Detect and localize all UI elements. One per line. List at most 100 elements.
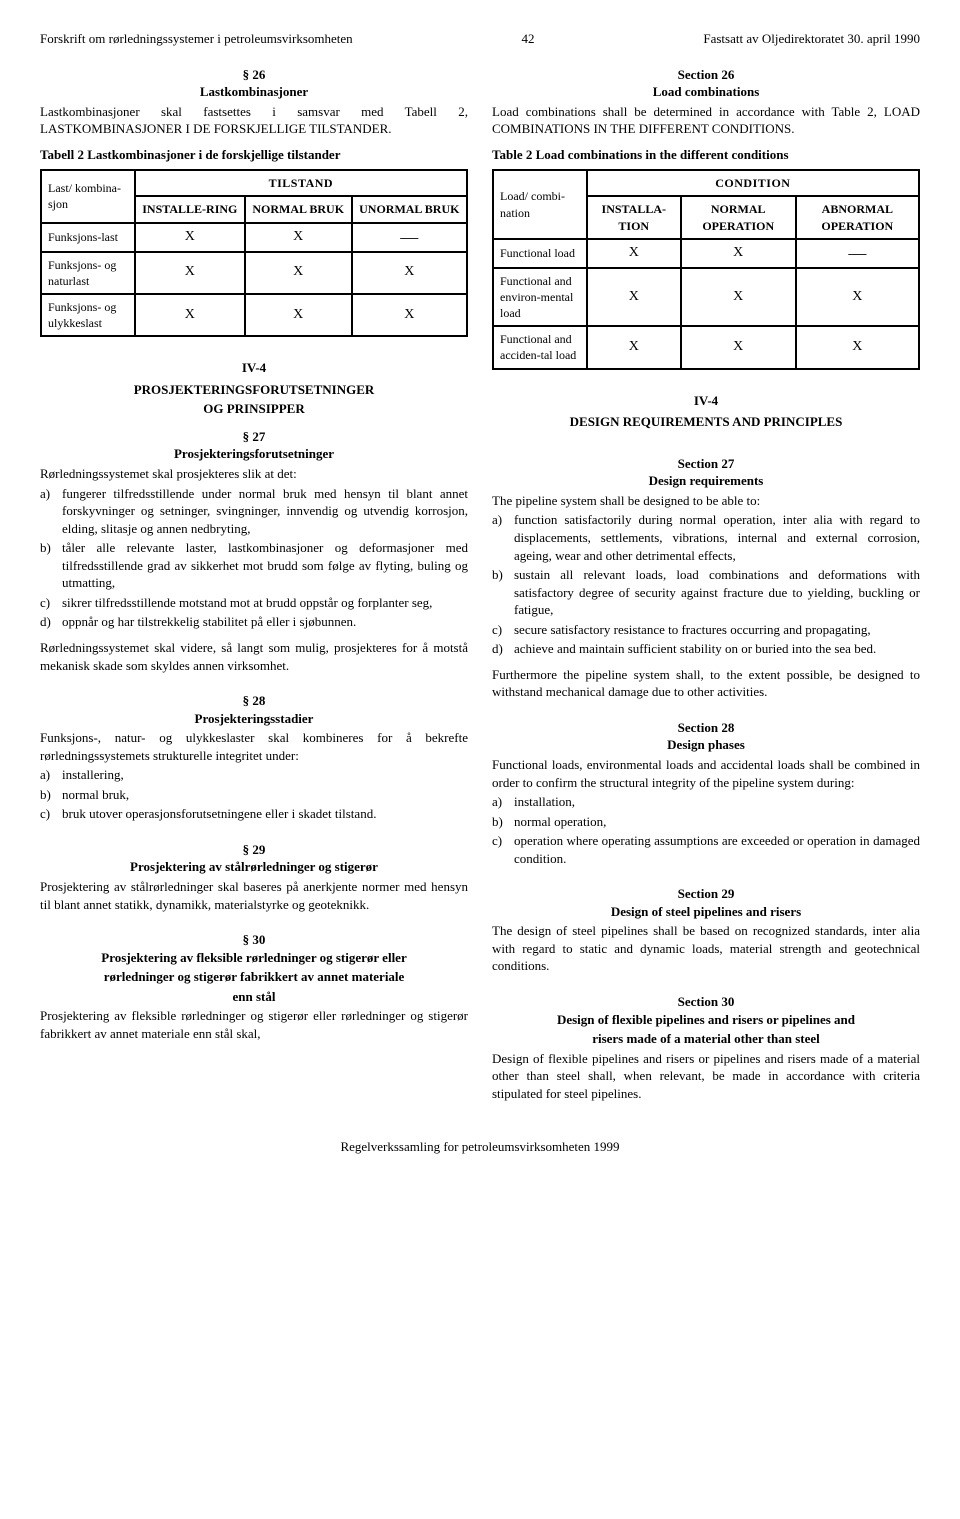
iv4-title1: PROSJEKTERINGSFORUTSETNINGER xyxy=(40,381,468,399)
s30-title2: rørledninger og stigerør fabrikkert av a… xyxy=(40,968,468,986)
tbl-col2-en: ABNORMAL OPERATION xyxy=(796,196,919,238)
list-label: d) xyxy=(40,613,62,631)
s27-after: Rørledningssystemet skal videre, så lang… xyxy=(40,639,468,674)
s28-title-en: Design phases xyxy=(492,736,920,754)
tbl-r2-label: Funksjons- og ulykkeslast xyxy=(41,294,135,336)
tbl-r0c2: — xyxy=(352,223,467,252)
s28-num-en: Section 28 xyxy=(492,719,920,737)
iv4-num: IV-4 xyxy=(40,359,468,377)
s30-title1-en: Design of flexible pipelines and risers … xyxy=(492,1011,920,1029)
s27-d-en: achieve and maintain sufficient stabilit… xyxy=(514,640,920,658)
list-label: b) xyxy=(40,786,62,804)
tbl-r0-label: Funksjons-last xyxy=(41,223,135,252)
s27-d: oppnår og har tilstrekkelig stabilitet p… xyxy=(62,613,468,631)
s27-c-en: secure satisfactory resistance to fractu… xyxy=(514,621,920,639)
s26-title-en: Load combinations xyxy=(492,83,920,101)
tbl-condhead: TILSTAND xyxy=(135,170,467,196)
tbl-r2c2: X xyxy=(352,294,467,336)
s30-text-en: Design of flexible pipelines and risers … xyxy=(492,1050,920,1103)
s27-num-en: Section 27 xyxy=(492,455,920,473)
list-label: a) xyxy=(40,766,62,784)
s27-num: § 27 xyxy=(40,428,468,446)
list-label: b) xyxy=(492,566,514,619)
list-label: a) xyxy=(492,793,514,811)
s26-title: Lastkombinasjoner xyxy=(40,83,468,101)
tbl-condhead-en: CONDITION xyxy=(587,170,919,196)
s28-title: Prosjekteringsstadier xyxy=(40,710,468,728)
s28-intro-en: Functional loads, environmental loads an… xyxy=(492,756,920,791)
tbl-rowhead: Last/ kombina-sjon xyxy=(41,170,135,222)
iv4-title2: OG PRINSIPPER xyxy=(40,400,468,418)
tbl-r0c2-en: — xyxy=(796,239,919,268)
s26-text-en: Load combinations shall be determined in… xyxy=(492,103,920,138)
tbl-r1-label-en: Functional and environ-mental load xyxy=(493,268,587,327)
tbl-r1c1-en: X xyxy=(681,268,796,327)
tbl-col0-en: INSTALLA-TION xyxy=(587,196,681,238)
iv4-num-en: IV-4 xyxy=(492,392,920,410)
s30-title1: Prosjektering av fleksible rørledninger … xyxy=(40,949,468,967)
s27-after-en: Furthermore the pipeline system shall, t… xyxy=(492,666,920,701)
tbl-r1-label: Funksjons- og naturlast xyxy=(41,252,135,294)
page-number: 42 xyxy=(522,30,535,48)
tbl-r1c2-en: X xyxy=(796,268,919,327)
s29-text: Prosjektering av stålrørledninger skal b… xyxy=(40,878,468,913)
tbl-r1c0-en: X xyxy=(587,268,681,327)
s26-num: § 26 xyxy=(40,66,468,84)
s30-num: § 30 xyxy=(40,931,468,949)
tbl-r2-label-en: Functional and acciden-tal load xyxy=(493,326,587,368)
s30-text: Prosjektering av fleksible rørledninger … xyxy=(40,1007,468,1042)
s28-a: installering, xyxy=(62,766,468,784)
list-label: d) xyxy=(492,640,514,658)
s29-title: Prosjektering av stålrørledninger og sti… xyxy=(40,858,468,876)
s29-text-en: The design of steel pipelines shall be b… xyxy=(492,922,920,975)
header-left: Forskrift om rørledningssystemer i petro… xyxy=(40,30,353,48)
header-right: Fastsatt av Oljedirektoratet 30. april 1… xyxy=(703,30,920,48)
s30-num-en: Section 30 xyxy=(492,993,920,1011)
s28-list: a)installering, b)normal bruk, c)bruk ut… xyxy=(40,766,468,823)
s28-c: bruk utover operasjonsforutsetningene el… xyxy=(62,805,468,823)
tbl-r1c2: X xyxy=(352,252,467,294)
tbl-r0c1-en: X xyxy=(681,239,796,268)
s27-list: a)fungerer tilfredsstillende under norma… xyxy=(40,485,468,631)
table2-caption-en: Table 2 Load combinations in the differe… xyxy=(492,146,920,164)
s26-text: Lastkombinasjoner skal fastsettes i sams… xyxy=(40,103,468,138)
table2-caption: Tabell 2 Lastkombinasjoner i de forskjel… xyxy=(40,146,468,164)
tbl-rowhead-en: Load/ combi-nation xyxy=(493,170,587,239)
s27-a: fungerer tilfredsstillende under normal … xyxy=(62,485,468,538)
s27-intro: Rørledningssystemet skal prosjekteres sl… xyxy=(40,465,468,483)
tbl-col1: NORMAL BRUK xyxy=(245,196,352,222)
page-header: Forskrift om rørledningssystemer i petro… xyxy=(40,30,920,48)
list-label: a) xyxy=(40,485,62,538)
s30-title2-en: risers made of a material other than ste… xyxy=(492,1030,920,1048)
list-label: b) xyxy=(492,813,514,831)
list-label: c) xyxy=(40,805,62,823)
tbl-col1-en: NORMAL OPERATION xyxy=(681,196,796,238)
right-column: Section 26 Load combinations Load combin… xyxy=(492,66,920,1111)
s27-title: Prosjekteringsforutsetninger xyxy=(40,445,468,463)
tbl-r0-label-en: Functional load xyxy=(493,239,587,268)
list-label: a) xyxy=(492,511,514,564)
s27-intro-en: The pipeline system shall be designed to… xyxy=(492,492,920,510)
page-footer: Regelverkssamling for petroleumsvirksomh… xyxy=(40,1138,920,1156)
tbl-r2c0: X xyxy=(135,294,245,336)
s27-b: tåler alle relevante laster, lastkombina… xyxy=(62,539,468,592)
tbl-r1c0: X xyxy=(135,252,245,294)
list-label: c) xyxy=(492,621,514,639)
tbl-r2c2-en: X xyxy=(796,326,919,368)
s27-a-en: function satisfactorily during normal op… xyxy=(514,511,920,564)
s26-num-en: Section 26 xyxy=(492,66,920,84)
s27-b-en: sustain all relevant loads, load combina… xyxy=(514,566,920,619)
s27-list-en: a)function satisfactorily during normal … xyxy=(492,511,920,657)
s28-b-en: normal operation, xyxy=(514,813,920,831)
s28-a-en: installation, xyxy=(514,793,920,811)
tbl-r2c1: X xyxy=(245,294,352,336)
list-label: b) xyxy=(40,539,62,592)
s28-num: § 28 xyxy=(40,692,468,710)
tbl-col0: INSTALLE-RING xyxy=(135,196,245,222)
s28-c-en: operation where operating assumptions ar… xyxy=(514,832,920,867)
s28-b: normal bruk, xyxy=(62,786,468,804)
s27-title-en: Design requirements xyxy=(492,472,920,490)
tbl-r0c0: X xyxy=(135,223,245,252)
s27-c: sikrer tilfredsstillende motstand mot at… xyxy=(62,594,468,612)
iv4-title-en: DESIGN REQUIREMENTS AND PRINCIPLES xyxy=(492,413,920,431)
